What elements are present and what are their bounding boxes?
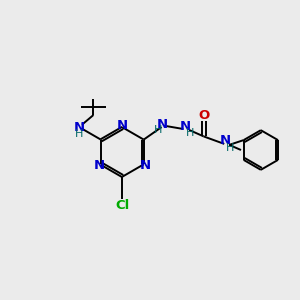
Text: N: N [140, 159, 151, 172]
Text: H: H [186, 128, 194, 138]
Text: N: N [74, 121, 85, 134]
Text: N: N [117, 119, 128, 132]
Text: N: N [180, 119, 191, 133]
Text: N: N [94, 159, 105, 172]
Text: O: O [198, 109, 209, 122]
Text: H: H [226, 143, 234, 153]
Text: H: H [75, 129, 83, 139]
Text: N: N [157, 118, 168, 130]
Text: H: H [153, 125, 162, 135]
Text: N: N [220, 134, 231, 147]
Text: Cl: Cl [115, 199, 129, 212]
